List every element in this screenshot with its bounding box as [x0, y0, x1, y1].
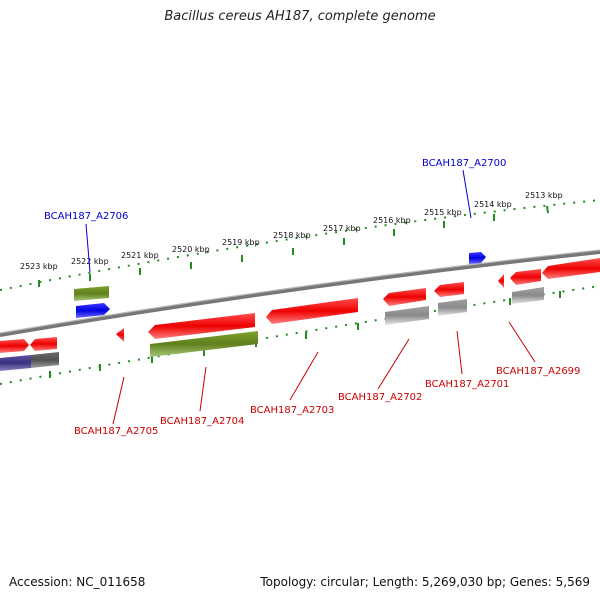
gene-a2699-gray[interactable] [512, 287, 544, 304]
gene-a2702-gray[interactable] [385, 306, 429, 325]
gene-label-a2705[interactable]: BCAH187_A2705 [74, 426, 158, 437]
tick-label-2514: 2514 kbp [474, 200, 512, 209]
gene-dark-left[interactable] [31, 352, 59, 368]
gene-label-a2700[interactable]: BCAH187_A2700 [422, 158, 506, 169]
gene-red-mid-2[interactable] [434, 282, 464, 297]
gene-label-a2701[interactable]: BCAH187_A2701 [425, 379, 509, 390]
gene-red-small-2[interactable] [498, 274, 504, 288]
genome-backbone-highlight [0, 249, 600, 334]
gene-red-left-2[interactable] [30, 337, 57, 351]
gene-red-left-1[interactable] [0, 339, 29, 353]
leader-a2703 [289, 351, 319, 401]
gene-label-a2706[interactable]: BCAH187_A2706 [44, 211, 128, 222]
tick-label-2522: 2522 kbp [71, 257, 109, 266]
gene-label-a2699[interactable]: BCAH187_A2699 [496, 366, 580, 377]
gene-label-a2704[interactable]: BCAH187_A2704 [160, 416, 244, 427]
tick-label-2520: 2520 kbp [172, 245, 210, 254]
accession-label: Accession: NC_011658 [9, 575, 146, 589]
outer-genes [0, 252, 600, 353]
leader-a2702 [377, 338, 410, 390]
tick-label-2513: 2513 kbp [525, 191, 563, 200]
outer-major-ticks [38, 205, 549, 287]
gene-a2706-blue[interactable] [76, 303, 110, 318]
tick-2513 [546, 205, 549, 214]
gene-label-a2703[interactable]: BCAH187_A2703 [250, 405, 334, 416]
leader-a2705 [112, 376, 125, 425]
tick-label-2521: 2521 kbp [121, 251, 159, 260]
label-leaders [85, 169, 536, 425]
tick-label-2519: 2519 kbp [222, 238, 260, 247]
gene-red-long-1[interactable] [148, 313, 255, 339]
leader-a2701 [456, 330, 463, 375]
tick-label-2515: 2515 kbp [424, 208, 462, 217]
gene-a2704-green[interactable] [150, 331, 258, 357]
gene-a2701-gray[interactable] [438, 299, 467, 316]
tick-label-2523: 2523 kbp [20, 262, 58, 271]
gene-navy-left[interactable] [0, 355, 31, 371]
genome-backbone [0, 250, 600, 337]
tick-label-2518: 2518 kbp [273, 231, 311, 240]
map-title: Bacillus cereus AH187, complete genome [164, 9, 436, 24]
gene-red-long-2[interactable] [266, 298, 358, 324]
gene-red-right-2[interactable] [542, 258, 600, 279]
gene-a2700-blue[interactable] [469, 252, 486, 264]
inner-genes [0, 287, 544, 371]
gene-red-small-1[interactable] [116, 328, 124, 342]
tick-label-2516: 2516 kbp [373, 216, 411, 225]
genome-summary: Topology: circular; Length: 5,269,030 bp… [260, 575, 590, 589]
leader-a2700 [462, 169, 472, 219]
leader-a2699 [508, 321, 536, 363]
gene-red-mid-1[interactable] [383, 288, 426, 306]
gene-labels: BCAH187_A2700 BCAH187_A2706 BCAH187_A269… [44, 158, 580, 437]
tick-label-2517: 2517 kbp [323, 224, 361, 233]
leader-a2706 [85, 223, 91, 273]
gene-a2706-green[interactable] [74, 286, 109, 301]
ruler-tick-labels: 2513 kbp 2514 kbp 2515 kbp 2516 kbp 2517… [20, 191, 563, 271]
gene-red-right-1[interactable] [510, 269, 541, 285]
gene-label-a2702[interactable]: BCAH187_A2702 [338, 392, 422, 403]
leader-a2704 [199, 366, 207, 412]
